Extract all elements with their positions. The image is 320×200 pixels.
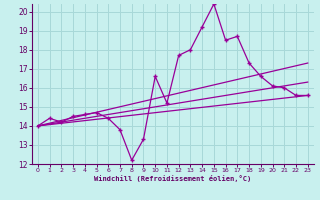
X-axis label: Windchill (Refroidissement éolien,°C): Windchill (Refroidissement éolien,°C) — [94, 175, 252, 182]
